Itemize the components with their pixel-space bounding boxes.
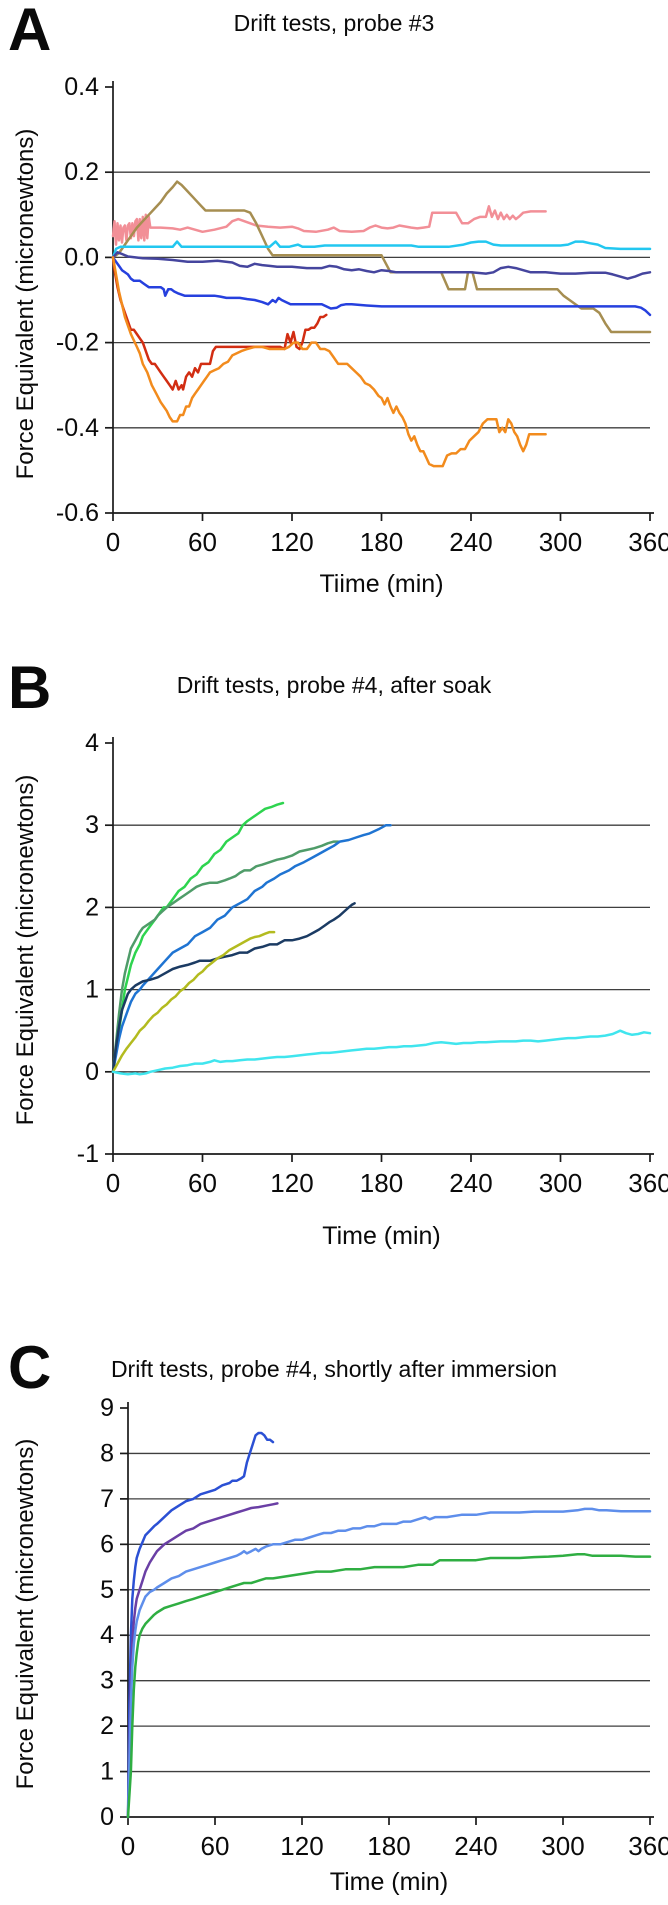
panel-c-title: Drift tests, probe #4, shortly after imm… bbox=[110, 1356, 558, 1382]
series-royal-blue-line bbox=[126, 1431, 275, 1819]
x-tick-label: 0 bbox=[106, 527, 120, 557]
x-tick-label: 60 bbox=[188, 1168, 217, 1198]
y-tick-label: 0.0 bbox=[64, 243, 99, 271]
y-tick-label: -1 bbox=[77, 1140, 99, 1168]
series-cornflower-line bbox=[126, 1507, 652, 1819]
panel-c: C Drift tests, probe #4, shortly after i… bbox=[0, 1338, 668, 1905]
panel-a-chart: 0.4 0.2 0.0 -0.2 -0.4 -0.60 60 120 180 240 300 360 bbox=[56, 73, 668, 557]
x-tick-label: 120 bbox=[270, 527, 313, 557]
x-tick-label: 0 bbox=[106, 1168, 120, 1198]
panel-c-letter: C bbox=[8, 1334, 51, 1401]
y-tick-label: 5 bbox=[100, 1576, 114, 1604]
series-blue-line bbox=[111, 256, 652, 317]
y-tick-label: 0 bbox=[100, 1803, 114, 1831]
y-tick-label: 1 bbox=[85, 976, 99, 1004]
series-purple-line bbox=[126, 1502, 279, 1819]
panel-b: B Drift tests, probe #4, after soak Forc… bbox=[0, 650, 668, 1345]
x-tick-label: 240 bbox=[449, 527, 492, 557]
x-tick-label: 180 bbox=[367, 1831, 410, 1861]
series-khaki-line bbox=[111, 180, 652, 334]
y-tick-label: 2 bbox=[85, 893, 99, 921]
x-tick-label: 120 bbox=[280, 1831, 323, 1861]
series-bright-green-line bbox=[111, 801, 285, 1074]
x-tick-label: 180 bbox=[360, 527, 403, 557]
panel-a-title: Drift tests, probe #3 bbox=[233, 10, 435, 36]
y-tick-label: -0.2 bbox=[56, 329, 99, 357]
y-tick-label: 0.2 bbox=[64, 158, 99, 186]
series-green-line bbox=[126, 1553, 652, 1819]
series-sea-green-line bbox=[111, 840, 340, 1074]
x-tick-label: 240 bbox=[454, 1831, 497, 1861]
x-tick-label: 60 bbox=[201, 1831, 230, 1861]
panel-b-title: Drift tests, probe #4, after soak bbox=[176, 672, 492, 698]
y-tick-label: -0.4 bbox=[56, 414, 99, 442]
x-tick-label: 300 bbox=[541, 1831, 584, 1861]
x-tick-label: 60 bbox=[188, 527, 217, 557]
x-tick-label: 360 bbox=[628, 1831, 668, 1861]
y-tick-label: 9 bbox=[100, 1395, 114, 1422]
y-tick-label: 6 bbox=[100, 1530, 114, 1558]
x-tick-label: 180 bbox=[360, 1168, 403, 1198]
x-tick-label: 360 bbox=[628, 527, 668, 557]
y-tick-label: 3 bbox=[85, 811, 99, 839]
x-tick-label: 240 bbox=[449, 1168, 492, 1198]
series-salmon-line bbox=[111, 205, 547, 246]
panel-c-chart: 9 8 7 6 5 4 3 2 1 00 60 120 180 240 300 360 bbox=[100, 1395, 668, 1861]
series-navy-line bbox=[111, 902, 356, 1074]
y-tick-label: 7 bbox=[100, 1485, 114, 1513]
y-tick-label: 0 bbox=[85, 1058, 99, 1086]
series-olive-line bbox=[111, 930, 276, 1074]
series-orange-line bbox=[111, 256, 547, 468]
y-tick-label: 1 bbox=[100, 1758, 114, 1786]
x-tick-label: 120 bbox=[270, 1168, 313, 1198]
x-tick-label: 360 bbox=[628, 1168, 668, 1198]
x-tick-label: 300 bbox=[539, 527, 582, 557]
panel-b-letter: B bbox=[8, 654, 51, 721]
y-tick-label: 8 bbox=[100, 1439, 114, 1467]
series-blue-line bbox=[111, 823, 392, 1074]
y-tick-label: -0.6 bbox=[56, 499, 99, 527]
y-tick-label: 4 bbox=[100, 1621, 114, 1649]
series-cyan-line bbox=[111, 240, 652, 259]
x-tick-label: 300 bbox=[539, 1168, 582, 1198]
panel-c-x-axis-label: Time (min) bbox=[329, 1868, 449, 1896]
y-tick-label: 3 bbox=[100, 1667, 114, 1695]
y-tick-label: 4 bbox=[85, 729, 99, 757]
series-slate-blue-line bbox=[111, 251, 652, 280]
y-tick-label: 2 bbox=[100, 1712, 114, 1740]
panel-a: A Drift tests, probe #3 Force Equivalent… bbox=[0, 0, 668, 650]
panel-a-x-axis-label: Tiime (min) bbox=[319, 570, 444, 598]
series-cyan-line bbox=[111, 1029, 652, 1076]
panel-a-letter: A bbox=[8, 0, 51, 63]
y-tick-label: 0.4 bbox=[64, 73, 99, 101]
x-tick-label: 0 bbox=[121, 1831, 135, 1861]
series-red-line bbox=[111, 256, 328, 391]
panel-b-x-axis-label: Time (min) bbox=[322, 1222, 441, 1250]
